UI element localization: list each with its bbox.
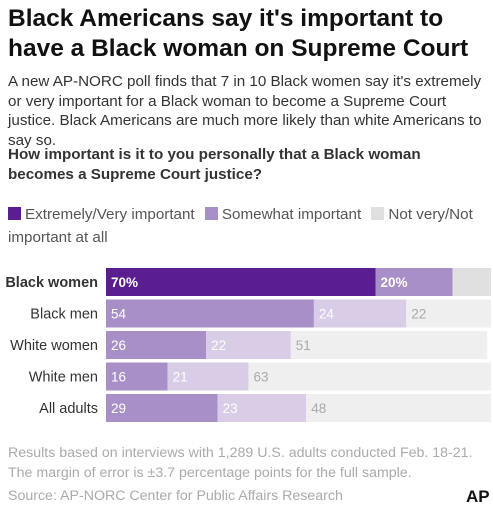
legend-item-extremely-very: Extremely/Very important: [8, 206, 195, 223]
footnote: Results based on interviews with 1,289 U…: [8, 445, 473, 481]
legend-swatch: [371, 207, 385, 220]
bar-all-adults-extremely-very-important: [106, 394, 218, 422]
bar-black-men-extremely-very-important: [106, 299, 314, 328]
value-label-black-women-extremely-very-important: 70%: [111, 275, 138, 290]
value-label-all-adults-extremely-very-important: 29: [111, 401, 126, 416]
value-label-white-women-not-very-not-important-at-all: 51: [296, 338, 311, 353]
source-note: Source: AP-NORC Center for Public Affair…: [8, 488, 343, 504]
legend-swatch: [204, 207, 218, 220]
value-label-black-men-not-very-not-important-at-all: 22: [411, 307, 426, 322]
bar-black-women-somewhat-important: [375, 268, 453, 296]
value-label-white-women-somewhat-important: 22: [211, 338, 226, 353]
bar-black-women-not-very-not-important-at-all: [452, 268, 491, 296]
bar-black-men-somewhat-important: [313, 299, 407, 328]
bar-white-men-extremely-very-important: [106, 362, 168, 391]
legend: Extremely/Very important Somewhat import…: [8, 203, 490, 249]
legend-item-somewhat: Somewhat important: [204, 206, 362, 223]
category-label-white-women: White women: [10, 338, 98, 354]
bar-white-women-not-very-not-important-at-all: [290, 331, 488, 359]
value-label-all-adults-not-very-not-important-at-all: 48: [311, 401, 326, 416]
stacked-bar-chart: Black women 70% 20% Black men 54 24 22 White wo…: [5, 268, 491, 422]
value-label-white-men-not-very-not-important-at-all: 63: [253, 370, 268, 385]
value-label-white-men-extremely-very-important: 16: [111, 370, 126, 385]
legend-label: Somewhat important: [221, 206, 362, 223]
bar-white-men-somewhat-important: [167, 362, 249, 391]
bar-white-women-somewhat-important: [206, 331, 291, 359]
bar-white-men-not-very-not-important-at-all: [248, 362, 491, 391]
value-label-white-women-extremely-very-important: 26: [111, 338, 126, 353]
value-label-black-women-somewhat-important: 20%: [381, 275, 408, 290]
bar-all-adults-not-very-not-important-at-all: [306, 394, 491, 422]
survey-question: How important is it to you personally th…: [8, 146, 421, 183]
category-label-black-women: Black women: [5, 275, 98, 291]
value-label-all-adults-somewhat-important: 23: [223, 401, 238, 416]
legend-swatch: [8, 207, 21, 220]
ap-logo: AP: [466, 487, 490, 506]
legend-item-not-very: Not very/Not important at all: [8, 206, 473, 246]
bar-white-women-extremely-very-important: [106, 331, 207, 359]
category-label-black-men: Black men: [30, 307, 98, 323]
legend-label: Not very/Not important at all: [8, 206, 473, 246]
chart-subtitle: A new AP-NORC poll finds that 7 in 10 Bl…: [8, 73, 482, 149]
bar-black-women-extremely-very-important: [106, 268, 376, 296]
category-label-all-adults: All adults: [39, 401, 98, 417]
value-label-white-men-somewhat-important: 21: [173, 370, 188, 385]
legend-label: Extremely/Very important: [25, 206, 195, 223]
bar-all-adults-somewhat-important: [217, 394, 307, 422]
value-label-black-men-extremely-very-important: 54: [111, 307, 127, 322]
bar-black-men-not-very-not-important-at-all: [406, 299, 491, 328]
value-label-black-men-somewhat-important: 24: [319, 307, 335, 322]
chart-title: Black Americans say it's important to ha…: [8, 5, 469, 62]
category-label-white-men: White men: [29, 370, 98, 386]
